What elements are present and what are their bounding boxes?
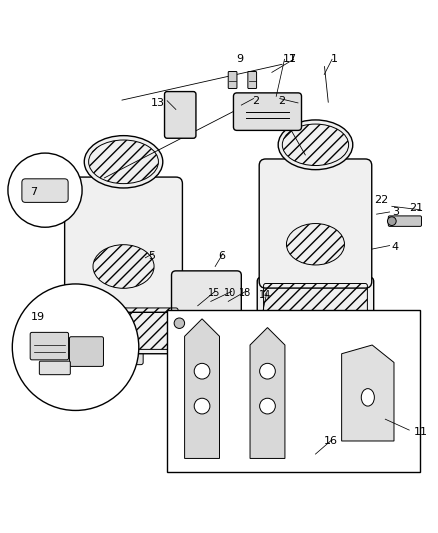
- FancyBboxPatch shape: [233, 93, 301, 131]
- Text: 17: 17: [282, 54, 296, 64]
- Text: 18: 18: [238, 288, 251, 297]
- FancyBboxPatch shape: [228, 71, 237, 88]
- Ellipse shape: [84, 135, 162, 188]
- Circle shape: [259, 364, 275, 379]
- FancyBboxPatch shape: [64, 177, 182, 312]
- Text: 7: 7: [30, 187, 37, 197]
- Circle shape: [194, 364, 209, 379]
- Polygon shape: [184, 319, 219, 458]
- Text: 5: 5: [148, 251, 155, 261]
- Circle shape: [194, 398, 209, 414]
- FancyBboxPatch shape: [39, 361, 70, 375]
- FancyBboxPatch shape: [388, 216, 420, 227]
- Ellipse shape: [360, 389, 374, 406]
- Text: 9: 9: [236, 54, 243, 64]
- FancyBboxPatch shape: [257, 277, 373, 327]
- Ellipse shape: [93, 245, 154, 288]
- Text: 3: 3: [391, 207, 398, 217]
- FancyBboxPatch shape: [62, 301, 184, 354]
- Text: 1: 1: [289, 54, 296, 64]
- FancyBboxPatch shape: [171, 271, 241, 367]
- FancyBboxPatch shape: [30, 333, 68, 360]
- FancyBboxPatch shape: [167, 310, 419, 472]
- Ellipse shape: [278, 120, 352, 169]
- Circle shape: [174, 318, 184, 328]
- Text: 14: 14: [258, 290, 271, 300]
- Text: 21: 21: [408, 203, 422, 213]
- Text: 2: 2: [278, 96, 285, 106]
- Circle shape: [387, 217, 395, 225]
- Ellipse shape: [286, 223, 344, 265]
- Text: 11: 11: [413, 427, 427, 437]
- Text: 1: 1: [330, 54, 337, 64]
- Ellipse shape: [197, 340, 215, 351]
- Text: 4: 4: [391, 242, 398, 252]
- Text: 2: 2: [252, 96, 259, 106]
- FancyBboxPatch shape: [164, 92, 195, 138]
- Text: 6: 6: [218, 251, 225, 261]
- Text: 13: 13: [151, 98, 165, 108]
- Text: 15: 15: [208, 288, 220, 297]
- FancyBboxPatch shape: [258, 159, 371, 288]
- Circle shape: [12, 284, 138, 410]
- FancyBboxPatch shape: [69, 337, 103, 366]
- Circle shape: [259, 398, 275, 414]
- Polygon shape: [250, 328, 284, 458]
- Circle shape: [8, 153, 82, 227]
- FancyBboxPatch shape: [22, 179, 68, 203]
- Text: 10: 10: [224, 288, 236, 297]
- Polygon shape: [341, 345, 393, 441]
- Text: 22: 22: [374, 195, 388, 205]
- FancyBboxPatch shape: [247, 71, 256, 88]
- Text: 19: 19: [31, 312, 45, 322]
- FancyBboxPatch shape: [43, 343, 143, 365]
- Text: 16: 16: [323, 436, 337, 446]
- FancyBboxPatch shape: [252, 321, 352, 343]
